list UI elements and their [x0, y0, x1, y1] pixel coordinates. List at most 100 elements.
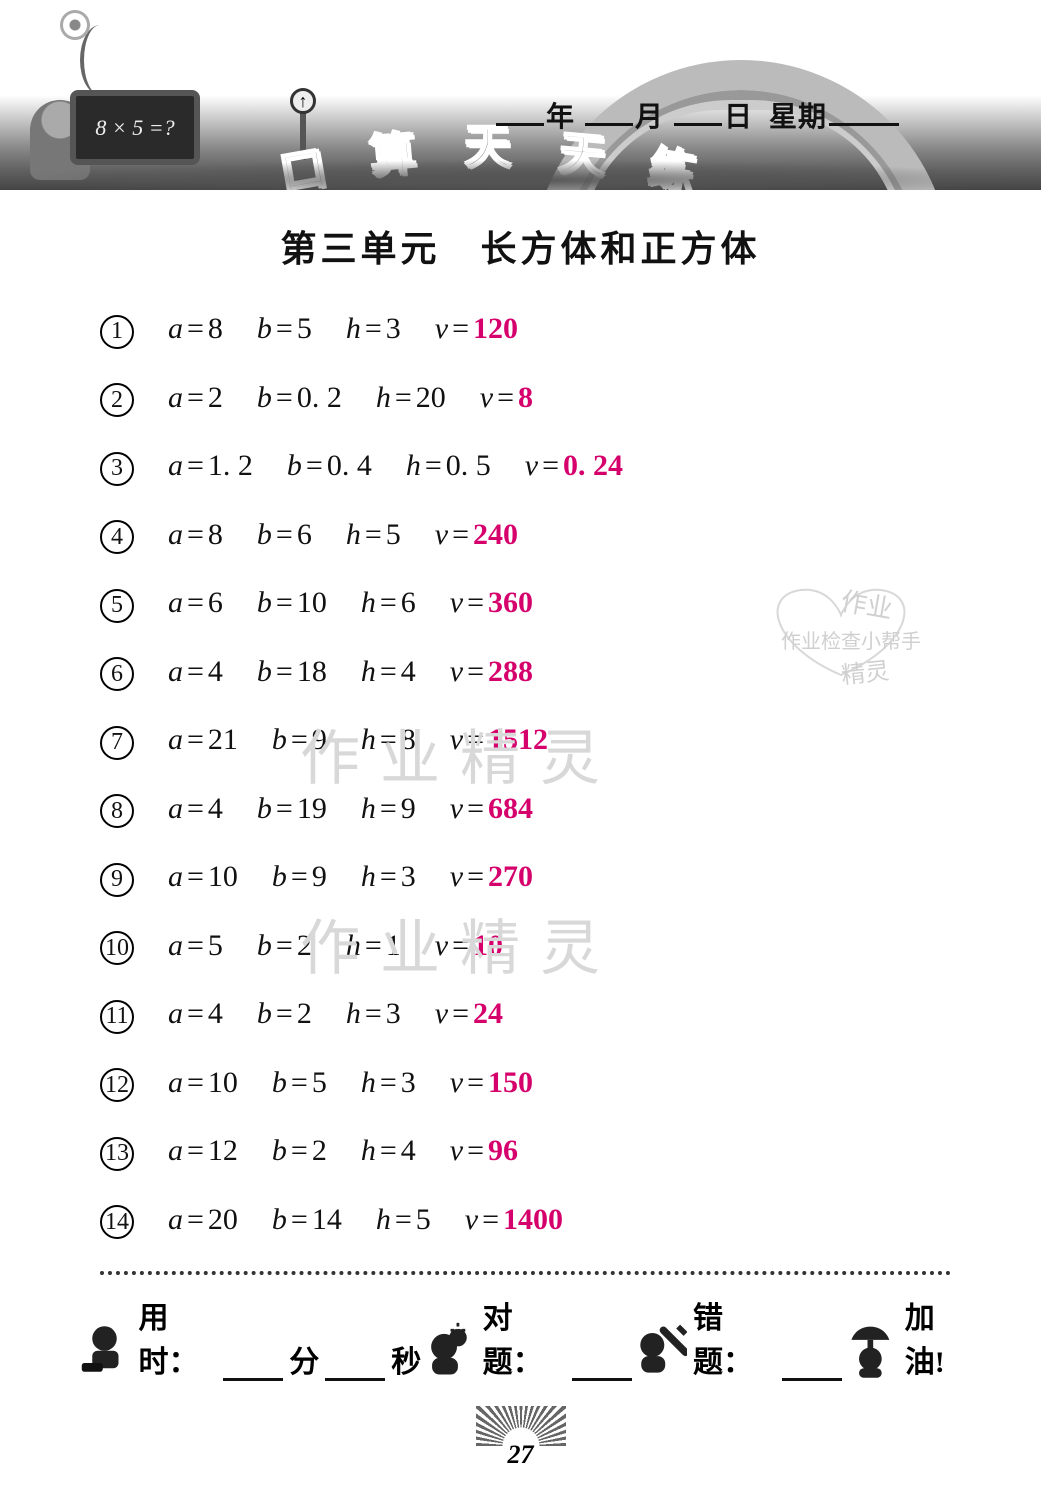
term-v: v=10 — [435, 929, 503, 963]
term-v: v=0. 24 — [525, 449, 623, 483]
term-h: h=9 — [361, 792, 416, 826]
term-h: h=5 — [346, 518, 401, 552]
term-h: h=0. 5 — [406, 449, 491, 483]
term-a: a=2 — [168, 381, 223, 415]
wrong-label: 错题： — [693, 1293, 776, 1381]
term-h: h=5 — [376, 1203, 431, 1237]
problem-number: 7 — [100, 726, 134, 760]
timer-icon — [80, 1321, 133, 1381]
day-label: 日 — [724, 102, 753, 133]
problem-row: 13a=12b=2h=4v=96 — [100, 1134, 951, 1171]
term-a: a=12 — [168, 1134, 238, 1168]
problem-row: 11a=4b=2h=3v=24 — [100, 997, 951, 1034]
page-number-ornament: 27 — [476, 1406, 566, 1470]
wrong-blank[interactable] — [782, 1351, 842, 1381]
flower-stem-deco — [80, 25, 120, 95]
correct-group: 对题： — [421, 1293, 631, 1381]
problem-list: 1a=8b=5h=3v=1202a=2b=0. 2h=20v=83a=1. 2b… — [100, 312, 951, 1239]
term-v: v=150 — [450, 1066, 533, 1100]
cheer-label: 加油! — [905, 1293, 971, 1381]
year-blank[interactable] — [496, 98, 544, 126]
problem-number: 10 — [100, 931, 134, 965]
term-v: v=1400 — [465, 1203, 563, 1237]
chalkboard: 8 × 5 =? — [70, 90, 200, 165]
problem-number: 1 — [100, 315, 134, 349]
flower-deco — [60, 10, 90, 40]
term-h: h=6 — [361, 586, 416, 620]
banner-char: 练 — [645, 132, 702, 190]
term-h: h=4 — [361, 1134, 416, 1168]
correct-blank[interactable] — [572, 1351, 632, 1381]
term-v: v=288 — [450, 655, 533, 689]
month-label: 月 — [635, 102, 664, 133]
term-a: a=10 — [168, 860, 238, 894]
page-header: 8 × 5 =? ↑ 口 算 天 天 练 年 月 日 星期 — [0, 0, 1041, 190]
term-v: v=270 — [450, 860, 533, 894]
date-fill-line: 年 月 日 星期 — [494, 95, 901, 135]
wrong-group: 错题： — [632, 1293, 842, 1381]
term-a: a=4 — [168, 792, 223, 826]
sunburst-icon — [476, 1406, 566, 1446]
minutes-blank[interactable] — [223, 1351, 283, 1381]
wrong-icon — [632, 1321, 687, 1381]
time-group: 用时： 分 秒 — [80, 1293, 421, 1381]
term-b: b=9 — [272, 860, 327, 894]
problem-row: 8 a=4 b=19 h=9 v=684 — [100, 792, 951, 829]
problem-row: 9 a=10 b=9 h=3 v=270 — [100, 860, 951, 897]
correct-icon — [421, 1321, 476, 1381]
page-footer: 用时： 分 秒 对题： 错题： 加油! — [80, 1293, 971, 1381]
problem-number: 14 — [100, 1205, 134, 1239]
term-h: h=3 — [361, 1066, 416, 1100]
problem-row: 2a=2b=0. 2h=20v=8 — [100, 381, 951, 418]
time-label: 用时： — [139, 1293, 218, 1381]
term-a: a=21 — [168, 723, 238, 757]
term-v: v=24 — [435, 997, 503, 1031]
problem-row: 7a=21b=9h=8v=1512 — [100, 723, 951, 760]
term-a: a=4 — [168, 655, 223, 689]
term-b: b=6 — [257, 518, 312, 552]
term-b: b=2 — [257, 929, 312, 963]
term-h: h=3 — [346, 312, 401, 346]
problem-row: 14a=20b=14h=5v=1400 — [100, 1203, 951, 1240]
problem-number: 9 — [100, 863, 134, 897]
term-b: b=14 — [272, 1203, 342, 1237]
problem-row: 3a=1. 2b=0. 4h=0. 5v=0. 24 — [100, 449, 951, 486]
term-a: a=5 — [168, 929, 223, 963]
term-a: a=8 — [168, 312, 223, 346]
problem-number: 6 — [100, 657, 134, 691]
banner-char: 算 — [367, 117, 419, 187]
term-v: v=8 — [480, 381, 533, 415]
problem-number: 5 — [100, 589, 134, 623]
term-b: b=0. 2 — [257, 381, 342, 415]
problem-number: 8 — [100, 794, 134, 828]
problem-number: 3 — [100, 452, 134, 486]
cheer-group: 加油! — [842, 1293, 971, 1381]
term-b: b=10 — [257, 586, 327, 620]
term-b: b=5 — [257, 312, 312, 346]
problem-row: 5a=6b=10h=6v=360 — [100, 586, 951, 623]
day-blank[interactable] — [674, 98, 722, 126]
term-h: h=3 — [346, 997, 401, 1031]
sign-circle: ↑ — [290, 88, 316, 114]
term-b: b=19 — [257, 792, 327, 826]
problem-row: 10 a=5 b=2 h=1 v=10 — [100, 929, 951, 966]
term-v: v=96 — [450, 1134, 518, 1168]
term-a: a=6 — [168, 586, 223, 620]
term-h: h=3 — [361, 860, 416, 894]
unit-title: 第三单元 长方体和正方体 — [0, 220, 1041, 272]
term-b: b=2 — [257, 997, 312, 1031]
year-label: 年 — [546, 102, 575, 133]
term-a: a=1. 2 — [168, 449, 253, 483]
weekday-blank[interactable] — [829, 98, 899, 126]
weekday-label: 星期 — [769, 102, 827, 133]
banner-char: 口 — [275, 132, 332, 190]
month-blank[interactable] — [585, 98, 633, 126]
term-b: b=5 — [272, 1066, 327, 1100]
seconds-blank[interactable] — [325, 1351, 385, 1381]
problem-number: 13 — [100, 1137, 134, 1171]
problem-number: 11 — [100, 1000, 134, 1034]
term-v: v=240 — [435, 518, 518, 552]
term-v: v=684 — [450, 792, 533, 826]
term-h: h=4 — [361, 655, 416, 689]
term-h: h=1 — [346, 929, 401, 963]
